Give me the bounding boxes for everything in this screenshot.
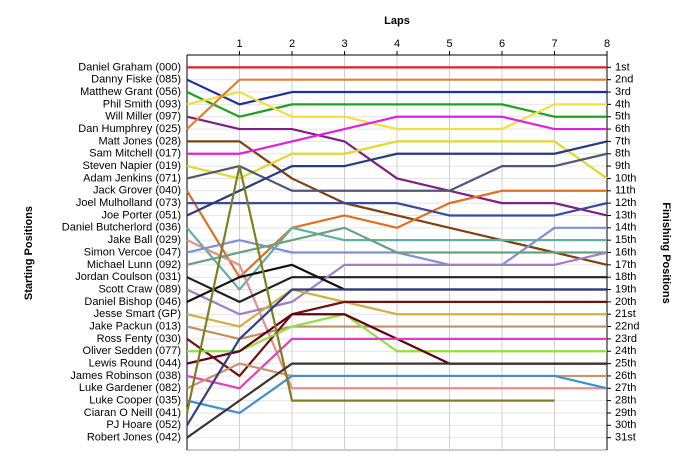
y-tick-label: Oliver Sedden (077) — [83, 345, 181, 357]
y2-tick-label: 9th — [615, 160, 630, 172]
y-tick-label: Steven Napier (019) — [83, 160, 181, 172]
y2-tick-label: 10th — [615, 172, 636, 184]
y2-tick-label: 3rd — [615, 86, 631, 98]
y-tick-label: Luke Gardener (082) — [79, 382, 181, 394]
driver-line — [186, 189, 607, 279]
driver-line — [186, 115, 608, 217]
driver-line — [187, 140, 608, 266]
driver-line — [186, 90, 607, 131]
y2-axis-title: Finishing Positions — [660, 202, 672, 303]
y2-tick-label: 15th — [615, 234, 636, 246]
y-tick-label: Ross Fenty (030) — [97, 333, 181, 345]
driver-line — [187, 313, 607, 353]
y-tick-label: Dan Humphrey (025) — [78, 123, 181, 135]
y2-tick-label: 2nd — [615, 74, 633, 86]
y2-tick-label: 18th — [615, 271, 636, 283]
y2-tick-label: 28th — [615, 395, 636, 407]
y-tick-label: Jack Grover (040) — [93, 185, 181, 197]
y2-tick-label: 7th — [615, 135, 630, 147]
driver-line — [186, 288, 607, 328]
driver-line — [186, 276, 607, 303]
y2-tick-label: 11th — [615, 185, 636, 197]
y-tick-label: Daniel Butcherlord (036) — [62, 222, 181, 234]
y-tick-label: Jesse Smart (GP) — [94, 308, 181, 320]
y2-tick-label: 26th — [615, 370, 636, 382]
x-tick-label: 2 — [289, 38, 295, 50]
x-axis-title: Laps — [384, 15, 410, 27]
driver-line — [186, 140, 608, 180]
y2-tick-label: 12th — [615, 197, 636, 209]
driver-line — [186, 325, 607, 341]
y2-tick-label: 27th — [615, 382, 636, 394]
y-tick-label: Will Miller (097) — [105, 111, 181, 123]
y-tick-label: Michael Lunn (092) — [87, 259, 181, 271]
y2-tick-label: 22nd — [615, 320, 639, 332]
y2-tick-label: 24th — [615, 345, 636, 357]
y2-tick-label: 20th — [615, 296, 636, 308]
y-tick-label: Sam Mitchell (017) — [89, 148, 181, 160]
x-tick-label: 8 — [604, 38, 610, 50]
y2-tick-label: 17th — [615, 259, 636, 271]
driver-line — [186, 337, 607, 390]
x-tick-label: 4 — [394, 38, 400, 50]
driver-line — [186, 362, 607, 439]
y-tick-label: Phil Smith (093) — [103, 98, 181, 110]
y2-tick-label: 30th — [615, 419, 636, 431]
y-tick-label: Jake Ball (029) — [108, 234, 181, 246]
driver-line — [186, 239, 607, 390]
x-tick-label: 1 — [236, 38, 242, 50]
driver-line — [186, 300, 607, 378]
driver-line — [186, 78, 607, 130]
y2-tick-label: 8th — [615, 148, 630, 160]
y2-tick-label: 29th — [615, 407, 636, 419]
x-tick-label: 6 — [499, 38, 505, 50]
y-tick-label: PJ Hoare (052) — [106, 419, 181, 431]
x-tick-label: 7 — [551, 38, 557, 50]
driver-line — [187, 115, 607, 155]
driver-line — [186, 374, 608, 415]
y-tick-label: Joe Porter (051) — [102, 209, 181, 221]
driver-line — [186, 152, 608, 192]
y-tick-label: Lewis Round (044) — [89, 358, 181, 370]
y-tick-label: Danny Fiske (085) — [91, 74, 181, 86]
y2-tick-label: 5th — [615, 111, 630, 123]
driver-line — [186, 288, 607, 426]
y2-tick-label: 23rd — [615, 333, 637, 345]
y-tick-label: James Robinson (038) — [70, 370, 181, 382]
y-tick-label: Daniel Bishop (046) — [84, 296, 181, 308]
y-tick-label: Robert Jones (042) — [87, 432, 181, 444]
driver-line — [187, 202, 608, 217]
y2-tick-label: 4th — [615, 98, 630, 110]
x-tick-label: 5 — [446, 38, 452, 50]
driver-line — [186, 140, 608, 217]
y-tick-label: Jake Packun (013) — [89, 320, 181, 332]
y-tick-label: Matthew Grant (056) — [80, 86, 181, 98]
y-tick-label: Jordan Coulson (031) — [75, 271, 181, 283]
y-tick-label: Matt Jones (028) — [98, 135, 181, 147]
y-tick-label: Luke Cooper (035) — [89, 395, 181, 407]
y2-tick-label: 13th — [615, 209, 636, 221]
y2-tick-label: 19th — [615, 283, 636, 295]
x-tick-label: 3 — [341, 38, 347, 50]
y-tick-label: Scott Craw (089) — [98, 283, 181, 295]
y-tick-label: Adam Jenkins (071) — [83, 172, 181, 184]
y-axis-title: Starting Positions — [23, 206, 35, 300]
y2-tick-label: 14th — [615, 222, 636, 234]
y-tick-label: Ciaran O Neill (041) — [84, 407, 181, 419]
y2-tick-label: 21st — [615, 308, 636, 320]
driver-line — [186, 251, 608, 316]
y2-tick-label: 6th — [615, 123, 630, 135]
y2-tick-label: 16th — [615, 246, 636, 258]
y-tick-label: Daniel Graham (000) — [78, 61, 181, 73]
y-tick-label: Simon Vercoe (047) — [84, 246, 181, 258]
y2-tick-label: 1st — [615, 61, 630, 73]
y-tick-label: Joel Mulholland (073) — [76, 197, 181, 209]
y2-tick-label: 31st — [615, 432, 636, 444]
driver-line — [185, 164, 555, 414]
y2-tick-label: 25th — [615, 358, 636, 370]
